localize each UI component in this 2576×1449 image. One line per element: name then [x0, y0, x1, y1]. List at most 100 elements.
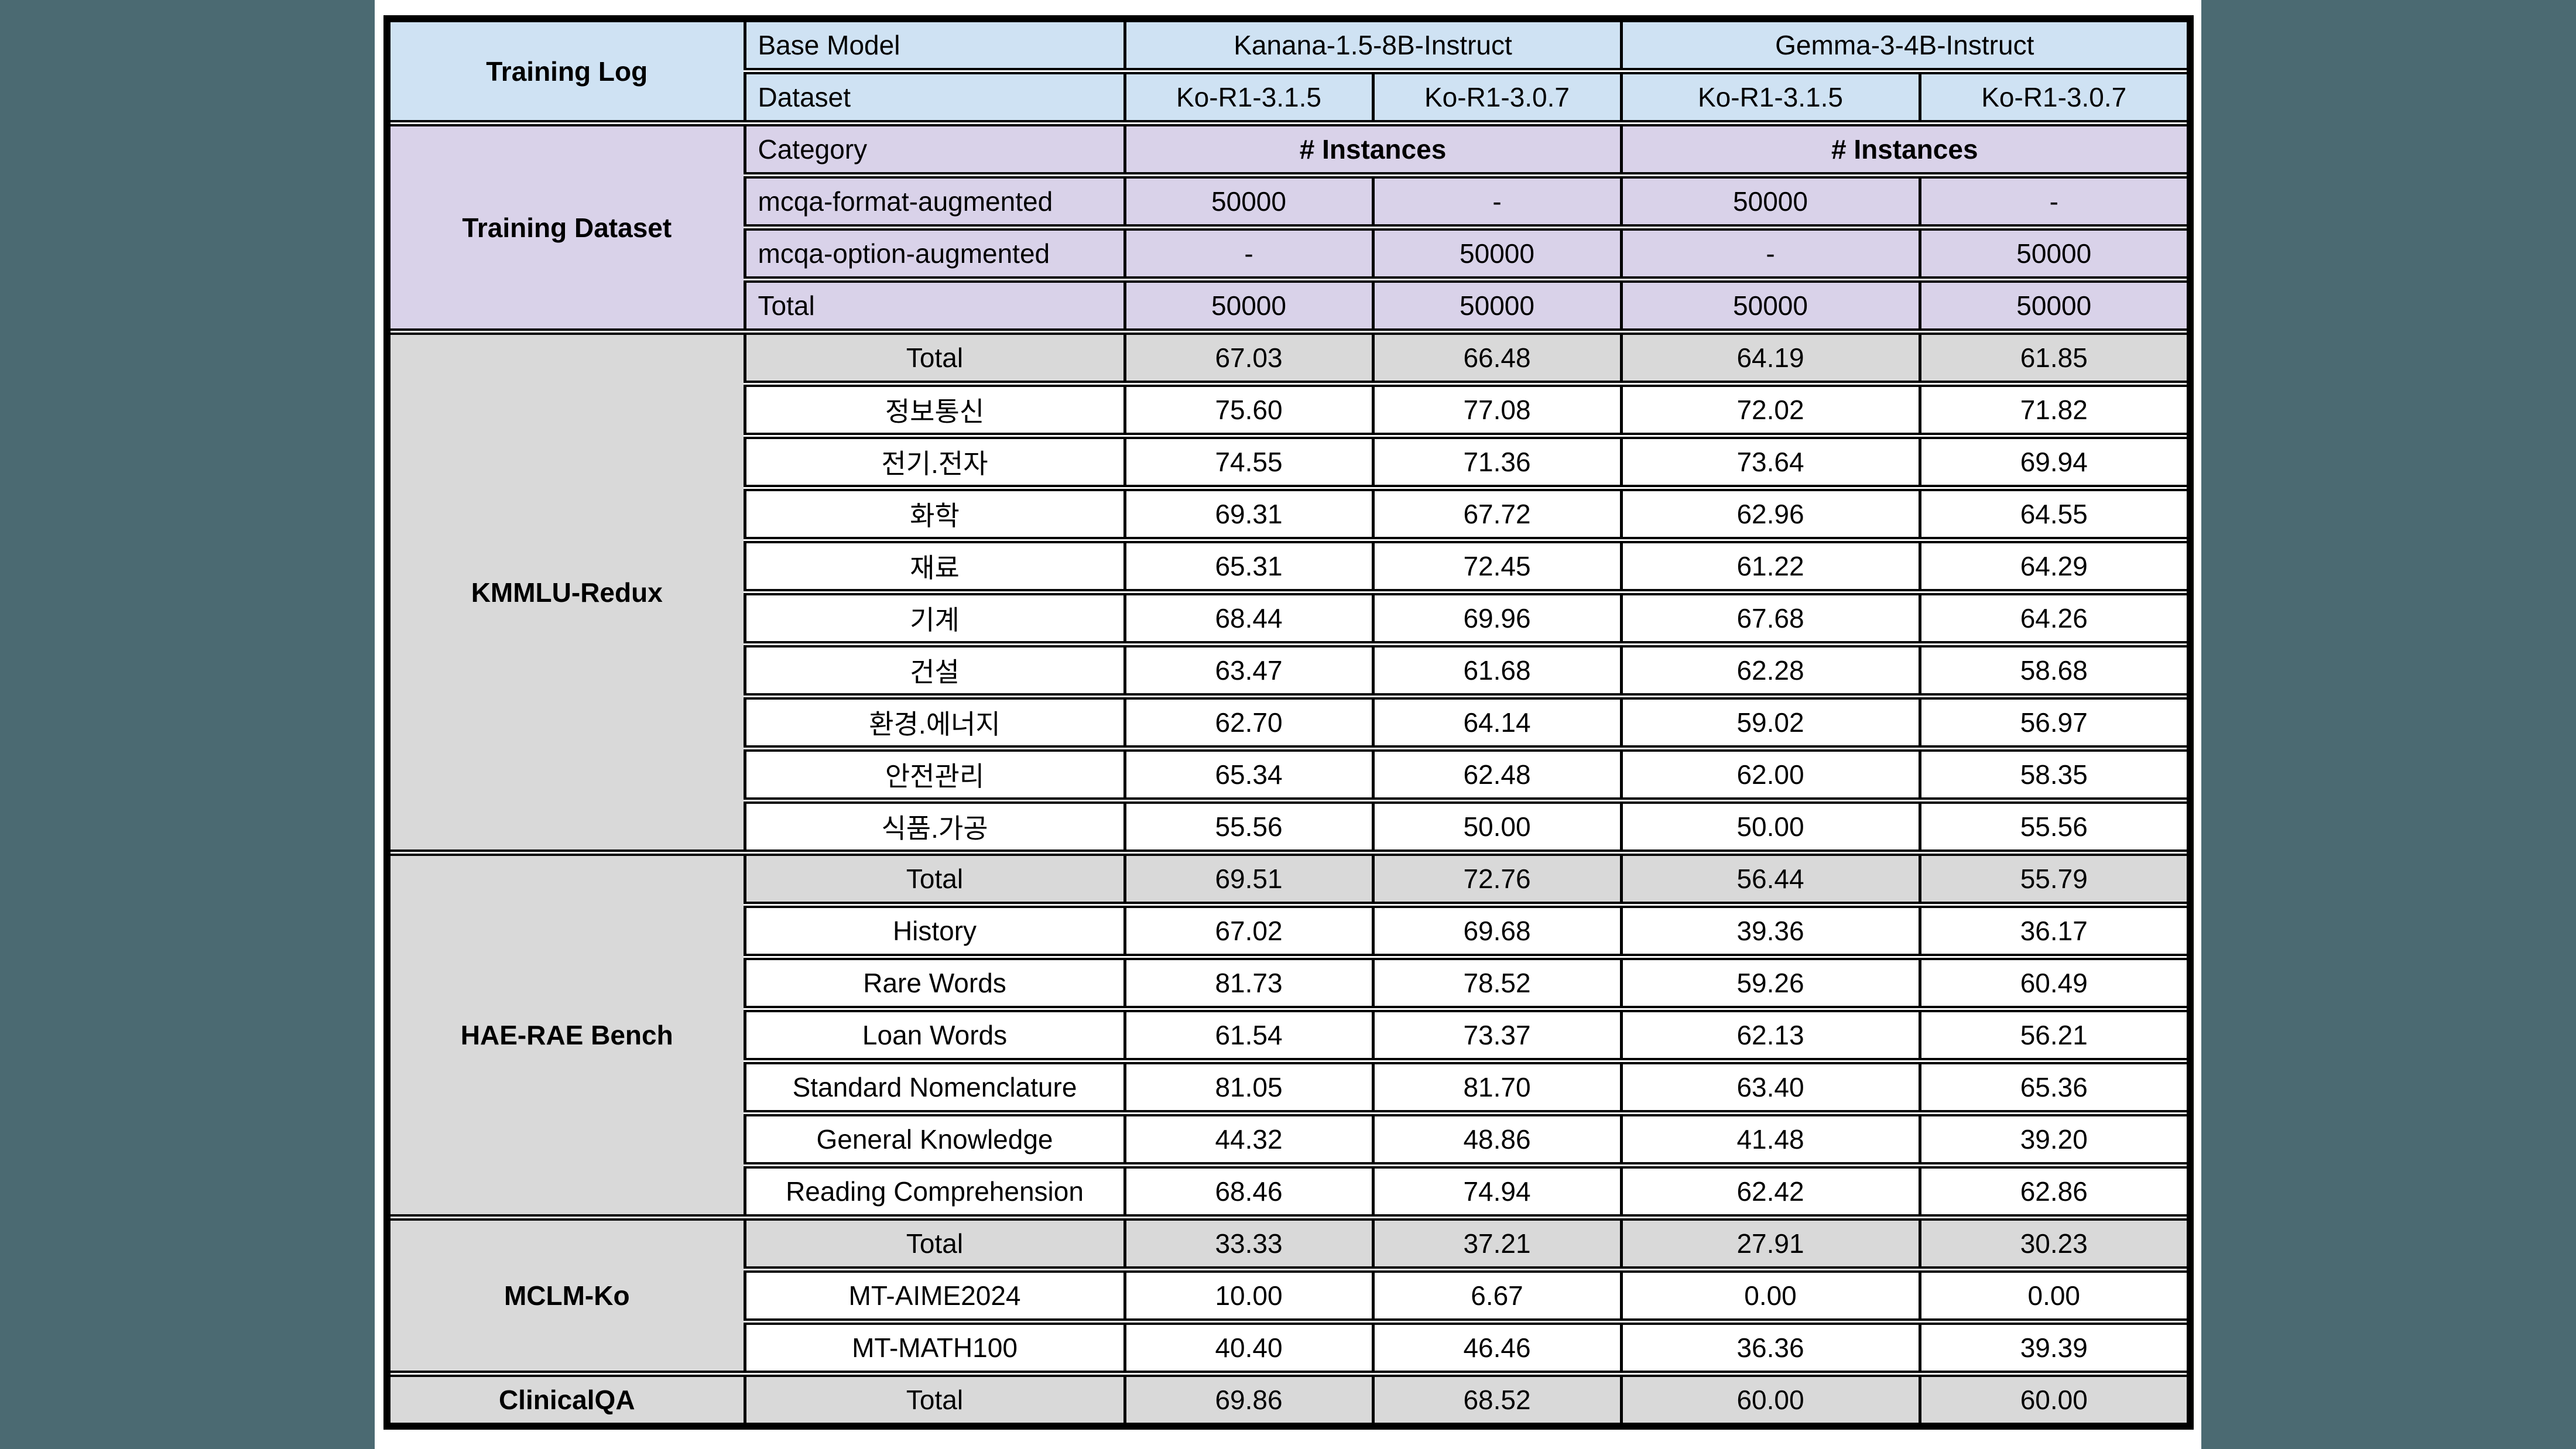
- results-table-body: Training Log Base Model Kanana-1.5-8B-In…: [383, 15, 2194, 1430]
- score-cell: 64.55: [1918, 485, 2194, 543]
- row-label: Total: [743, 1214, 1126, 1273]
- table-row-benchmark: KMMLU-Redux Total 67.03 66.48 64.19 61.85: [383, 328, 2194, 856]
- score-cell: 77.08: [1371, 381, 1623, 439]
- row-label: 건설: [743, 641, 1126, 700]
- table-row-benchmark: 식품.가공 55.56 50.00 50.00 55.56: [387, 797, 2194, 856]
- score-cell: 62.28: [1619, 641, 1921, 700]
- table-row-header-models: Training Log Base Model Kanana-1.5-8B-In…: [383, 15, 2194, 126]
- table-row-benchmark: 안전관리 65.34 62.48 62.00 58.35: [387, 745, 2194, 804]
- instances-label: # Instances: [1619, 120, 2194, 179]
- score-cell: 64.19: [1619, 328, 1921, 387]
- table-row-benchmark: MCLM-Ko Total 33.33 37.21 27.91 30.23: [383, 1214, 2194, 1377]
- table-row-benchmark: General Knowledge 44.32 48.86 41.48 39.20: [387, 1110, 2194, 1169]
- score-cell: 68.44: [1123, 589, 1375, 648]
- score-cell: 56.21: [1918, 1006, 2194, 1064]
- score-cell: 66.48: [1371, 328, 1623, 387]
- row-label: General Knowledge: [743, 1110, 1126, 1169]
- score-cell: 72.76: [1371, 849, 1623, 908]
- score-cell: 64.26: [1918, 589, 2194, 648]
- dataset-name: Ko-R1-3.0.7: [1371, 68, 1623, 126]
- category-label: Category: [743, 120, 1126, 179]
- row-label: Rare Words: [743, 954, 1126, 1012]
- score-cell: 30.23: [1918, 1214, 2194, 1273]
- table-row-benchmark: Rare Words 81.73 78.52 59.26 60.49: [387, 954, 2194, 1012]
- table-row-benchmark: 환경.에너지 62.70 64.14 59.02 56.97: [387, 693, 2194, 752]
- score-cell: 50.00: [1619, 797, 1921, 856]
- score-cell: 58.35: [1918, 745, 2194, 804]
- score-cell: 67.02: [1123, 902, 1375, 960]
- score-cell: 59.02: [1619, 693, 1921, 752]
- table-row-benchmark: 기계 68.44 69.96 67.68 64.26: [387, 589, 2194, 648]
- row-label: 안전관리: [743, 745, 1126, 804]
- score-cell: 39.36: [1619, 902, 1921, 960]
- dataset-name: Ko-R1-3.0.7: [1918, 68, 2194, 126]
- score-cell: 81.05: [1123, 1058, 1375, 1116]
- score-cell: 73.64: [1619, 433, 1921, 491]
- score-cell: 62.13: [1619, 1006, 1921, 1064]
- score-cell: 36.36: [1619, 1318, 1921, 1377]
- count-cell: 50000: [1918, 224, 2194, 283]
- score-cell: 10.00: [1123, 1266, 1375, 1325]
- row-label: Total: [743, 849, 1126, 908]
- row-label: 화학: [743, 485, 1126, 543]
- table-row-training: mcqa-format-augmented 50000 - 50000 -: [387, 172, 2194, 231]
- section-label-kmmlu-redux: KMMLU-Redux: [383, 328, 746, 856]
- row-label: Standard Nomenclature: [743, 1058, 1126, 1116]
- score-cell: 60.00: [1619, 1371, 1921, 1430]
- table-row-benchmark: 화학 69.31 67.72 62.96 64.55: [387, 485, 2194, 543]
- row-label: MT-MATH100: [743, 1318, 1126, 1377]
- score-cell: 61.68: [1371, 641, 1623, 700]
- score-cell: 71.82: [1918, 381, 2194, 439]
- row-label: 전기.전자: [743, 433, 1126, 491]
- score-cell: 67.72: [1371, 485, 1623, 543]
- row-label: Loan Words: [743, 1006, 1126, 1064]
- score-cell: 74.55: [1123, 433, 1375, 491]
- table-row-benchmark: HAE-RAE Bench Total 69.51 72.76 56.44 55.79: [383, 849, 2194, 1221]
- row-label: MT-AIME2024: [743, 1266, 1126, 1325]
- training-log-label: Training Log: [383, 15, 746, 126]
- score-cell: 6.67: [1371, 1266, 1623, 1325]
- score-cell: 61.54: [1123, 1006, 1375, 1064]
- score-cell: 62.96: [1619, 485, 1921, 543]
- row-label: mcqa-option-augmented: [743, 224, 1126, 283]
- score-cell: 41.48: [1619, 1110, 1921, 1169]
- score-cell: 64.29: [1918, 537, 2194, 595]
- score-cell: 61.22: [1619, 537, 1921, 595]
- score-cell: 60.49: [1918, 954, 2194, 1012]
- score-cell: 68.46: [1123, 1162, 1375, 1221]
- score-cell: 73.37: [1371, 1006, 1623, 1064]
- count-cell: 50000: [1619, 276, 1921, 335]
- instances-label: # Instances: [1123, 120, 1623, 179]
- score-cell: 56.97: [1918, 693, 2194, 752]
- score-cell: 62.00: [1619, 745, 1921, 804]
- score-cell: 67.68: [1619, 589, 1921, 648]
- score-cell: 72.45: [1371, 537, 1623, 595]
- score-cell: 75.60: [1123, 381, 1375, 439]
- row-label: 기계: [743, 589, 1126, 648]
- table-row-category-header: Training Dataset Category # Instances # …: [383, 120, 2194, 335]
- score-cell: 0.00: [1918, 1266, 2194, 1325]
- score-cell: 55.56: [1123, 797, 1375, 856]
- table-row-benchmark: ClinicalQA Total 69.86 68.52 60.00 60.00: [383, 1371, 2194, 1430]
- score-cell: 50.00: [1371, 797, 1623, 856]
- score-cell: 69.68: [1371, 902, 1623, 960]
- row-label: mcqa-format-augmented: [743, 172, 1126, 231]
- score-cell: 64.14: [1371, 693, 1623, 752]
- row-label: History: [743, 902, 1126, 960]
- score-cell: 48.86: [1371, 1110, 1623, 1169]
- dataset-row-label: Dataset: [743, 68, 1126, 126]
- score-cell: 56.44: [1619, 849, 1921, 908]
- section-label-hae-rae-bench: HAE-RAE Bench: [383, 849, 746, 1221]
- score-cell: 68.52: [1371, 1371, 1623, 1430]
- dataset-name: Ko-R1-3.1.5: [1123, 68, 1375, 126]
- table-row-benchmark: 건설 63.47 61.68 62.28 58.68: [387, 641, 2194, 700]
- row-label: 재료: [743, 537, 1126, 595]
- score-cell: 78.52: [1371, 954, 1623, 1012]
- score-cell: 69.86: [1123, 1371, 1375, 1430]
- table-row-header-datasets: Dataset Ko-R1-3.1.5 Ko-R1-3.0.7 Ko-R1-3.…: [387, 68, 2194, 126]
- score-cell: 40.40: [1123, 1318, 1375, 1377]
- table-row-benchmark: 전기.전자 74.55 71.36 73.64 69.94: [387, 433, 2194, 491]
- section-label-clinicalqa: ClinicalQA: [383, 1371, 746, 1430]
- table-row-benchmark: Loan Words 61.54 73.37 62.13 56.21: [387, 1006, 2194, 1064]
